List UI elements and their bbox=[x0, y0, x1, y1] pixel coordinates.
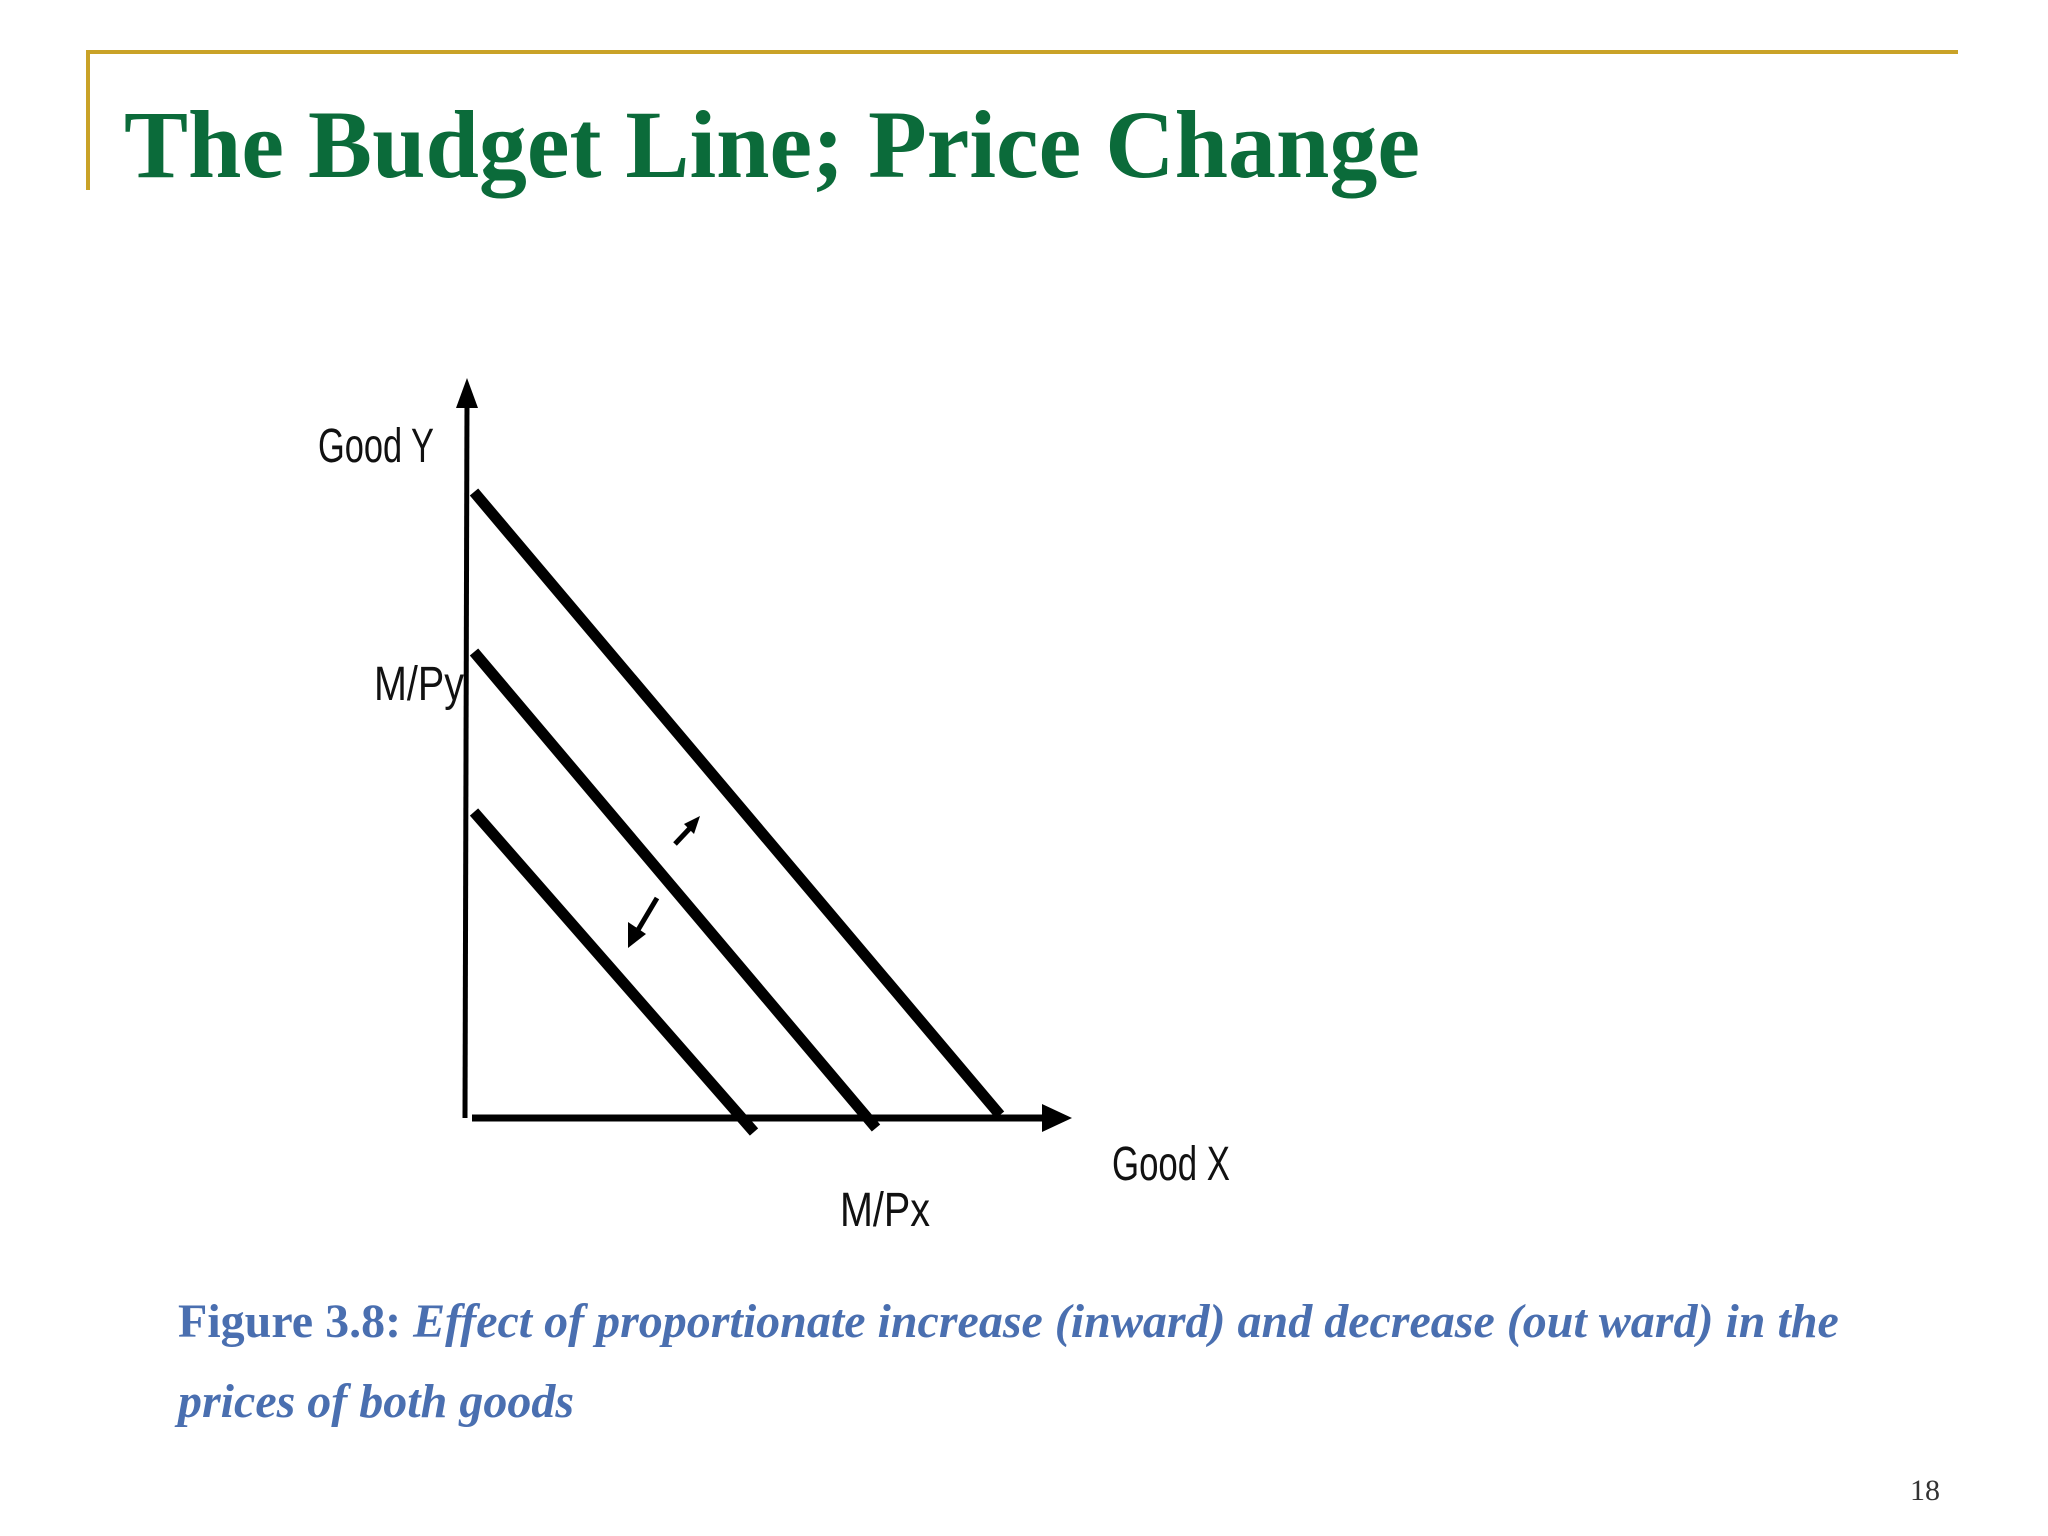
budget-line-outer bbox=[469, 488, 1005, 1119]
figure-caption-text: Effect of proportionate increase (inward… bbox=[178, 1295, 1839, 1428]
x-axis-label: Good X bbox=[1112, 1138, 1230, 1191]
budget-line-inner bbox=[469, 808, 759, 1136]
y-intercept-label: M/Py bbox=[374, 658, 464, 711]
y-axis-arrowhead bbox=[456, 378, 478, 408]
title-left-rule bbox=[86, 50, 90, 190]
x-axis-arrowhead bbox=[1042, 1104, 1072, 1132]
outward-shift-arrow bbox=[673, 816, 700, 846]
figure-caption-number: Figure 3.8: bbox=[178, 1295, 402, 1348]
page-number: 18 bbox=[1910, 1474, 1940, 1507]
title-top-rule bbox=[86, 50, 1958, 54]
figure-caption: Figure 3.8: Effect of proportionate incr… bbox=[178, 1282, 1878, 1442]
y-axis bbox=[456, 378, 478, 1119]
slide-title: The Budget Line; Price Change bbox=[124, 91, 1420, 198]
x-axis bbox=[472, 1104, 1072, 1132]
x-intercept-label: M/Px bbox=[840, 1184, 930, 1237]
inward-shift-arrow bbox=[628, 896, 660, 948]
budget-line-original bbox=[469, 648, 881, 1132]
y-axis-label: Good Y bbox=[318, 420, 434, 473]
